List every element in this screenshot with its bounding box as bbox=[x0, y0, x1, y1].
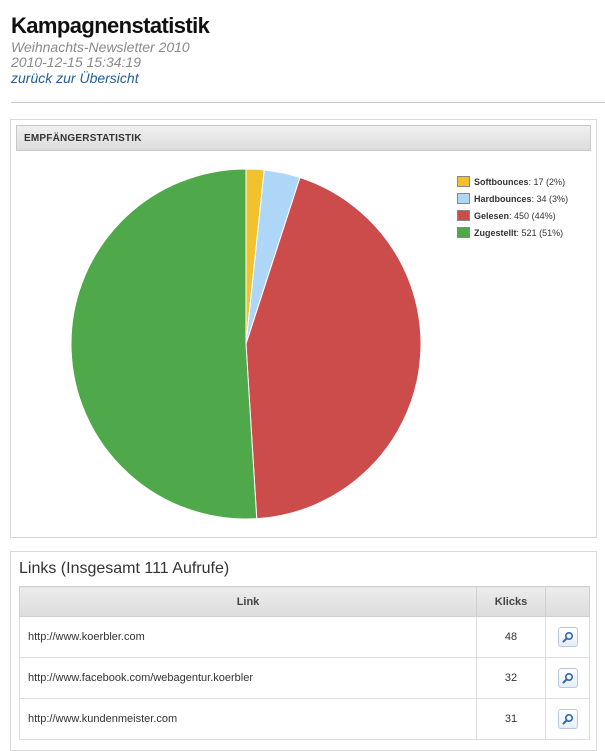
legend-sep: : bbox=[531, 194, 537, 204]
header-divider bbox=[11, 102, 605, 103]
magnifier-icon bbox=[562, 631, 573, 643]
link-clicks: 32 bbox=[476, 657, 546, 699]
legend-item: Gelesen: 450 (44%) bbox=[457, 210, 568, 227]
legend-item: Zugestellt: 521 (51%) bbox=[457, 227, 568, 244]
legend-sep: : bbox=[509, 211, 515, 221]
column-header-link[interactable]: Link bbox=[19, 586, 477, 617]
link-url: http://www.facebook.com/webagentur.koerb… bbox=[19, 657, 477, 699]
magnifier-icon bbox=[562, 713, 573, 725]
legend-value: 34 bbox=[536, 194, 547, 204]
pie-slice-zugestellt bbox=[70, 168, 258, 520]
legend-percent: 51% bbox=[542, 228, 561, 238]
pie-slice-gelesen bbox=[245, 176, 422, 520]
link-url: http://www.koerbler.com bbox=[19, 616, 477, 658]
legend-sep: ) bbox=[560, 228, 564, 238]
legend-swatch bbox=[457, 227, 470, 238]
link-detail-button[interactable] bbox=[557, 627, 578, 647]
legend-sep: ) bbox=[562, 177, 566, 187]
legend-percent: 3% bbox=[552, 194, 566, 204]
chart-legend: Softbounces: 17 (2%) Hardbounces: 34 (3%)… bbox=[457, 176, 568, 244]
legend-swatch bbox=[457, 210, 470, 221]
table-row: http://www.facebook.com/webagentur.koerb… bbox=[19, 657, 590, 699]
links-table: Link Klicks http://www.koerbler.com 48 htt… bbox=[19, 586, 590, 740]
link-url: http://www.kundenmeister.com bbox=[19, 698, 477, 740]
link-detail-button[interactable] bbox=[557, 709, 578, 729]
legend-sep: : bbox=[516, 228, 522, 238]
link-detail-cell bbox=[545, 657, 590, 699]
link-detail-cell bbox=[545, 616, 590, 658]
legend-sep: : bbox=[528, 177, 534, 187]
legend-percent: 44% bbox=[534, 211, 553, 221]
legend-sep: ( bbox=[546, 194, 553, 204]
recipient-stats-panel: EMPFÄNGERSTATISTIK Softbounces: 17 (2%) H… bbox=[10, 119, 597, 538]
page-title: Kampagnenstatistik bbox=[11, 13, 210, 38]
legend-swatch bbox=[457, 193, 470, 204]
links-panel: Links (Insgesamt 111 Aufrufe) Link Klick… bbox=[10, 551, 597, 751]
link-detail-button[interactable] bbox=[557, 668, 578, 688]
panel-header: EMPFÄNGERSTATISTIK bbox=[16, 125, 591, 151]
legend-label: Softbounces bbox=[474, 177, 529, 187]
legend-swatch bbox=[457, 176, 470, 187]
table-header-row: Link Klicks bbox=[19, 586, 590, 617]
link-clicks: 31 bbox=[476, 698, 546, 740]
table-row: http://www.koerbler.com 48 bbox=[19, 616, 590, 658]
table-row: http://www.kundenmeister.com 31 bbox=[19, 698, 590, 740]
link-clicks: 48 bbox=[476, 616, 546, 658]
back-to-overview-link[interactable]: zurück zur Übersicht bbox=[11, 70, 139, 86]
panel-title: EMPFÄNGERSTATISTIK bbox=[24, 133, 142, 144]
page-header: Kampagnenstatistik Weihnachts-Newsletter… bbox=[11, 12, 210, 88]
legend-sep: ( bbox=[543, 177, 550, 187]
column-header-action bbox=[545, 586, 590, 617]
legend-value: 17 bbox=[533, 177, 544, 187]
legend-sep: ( bbox=[536, 228, 543, 238]
magnifier-icon bbox=[562, 672, 573, 684]
recipient-pie-chart bbox=[70, 168, 422, 520]
legend-label: Hardbounces bbox=[474, 194, 532, 204]
newsletter-name: Weihnachts-Newsletter 2010 bbox=[11, 39, 190, 55]
legend-item: Softbounces: 17 (2%) bbox=[457, 176, 568, 193]
legend-value: 521 bbox=[521, 228, 537, 238]
send-datetime: 2010-12-15 15:34:19 bbox=[11, 54, 141, 70]
legend-sep: ) bbox=[565, 194, 569, 204]
legend-label: Gelesen bbox=[474, 211, 510, 221]
legend-sep: ( bbox=[529, 211, 535, 221]
legend-item: Hardbounces: 34 (3%) bbox=[457, 193, 568, 210]
legend-percent: 2% bbox=[549, 177, 563, 187]
legend-value: 450 bbox=[514, 211, 530, 221]
column-header-clicks[interactable]: Klicks bbox=[476, 586, 546, 617]
legend-label: Zugestellt bbox=[474, 228, 517, 238]
links-title: Links (Insgesamt 111 Aufrufe) bbox=[19, 560, 230, 577]
legend-sep: ) bbox=[552, 211, 556, 221]
link-detail-cell bbox=[545, 698, 590, 740]
